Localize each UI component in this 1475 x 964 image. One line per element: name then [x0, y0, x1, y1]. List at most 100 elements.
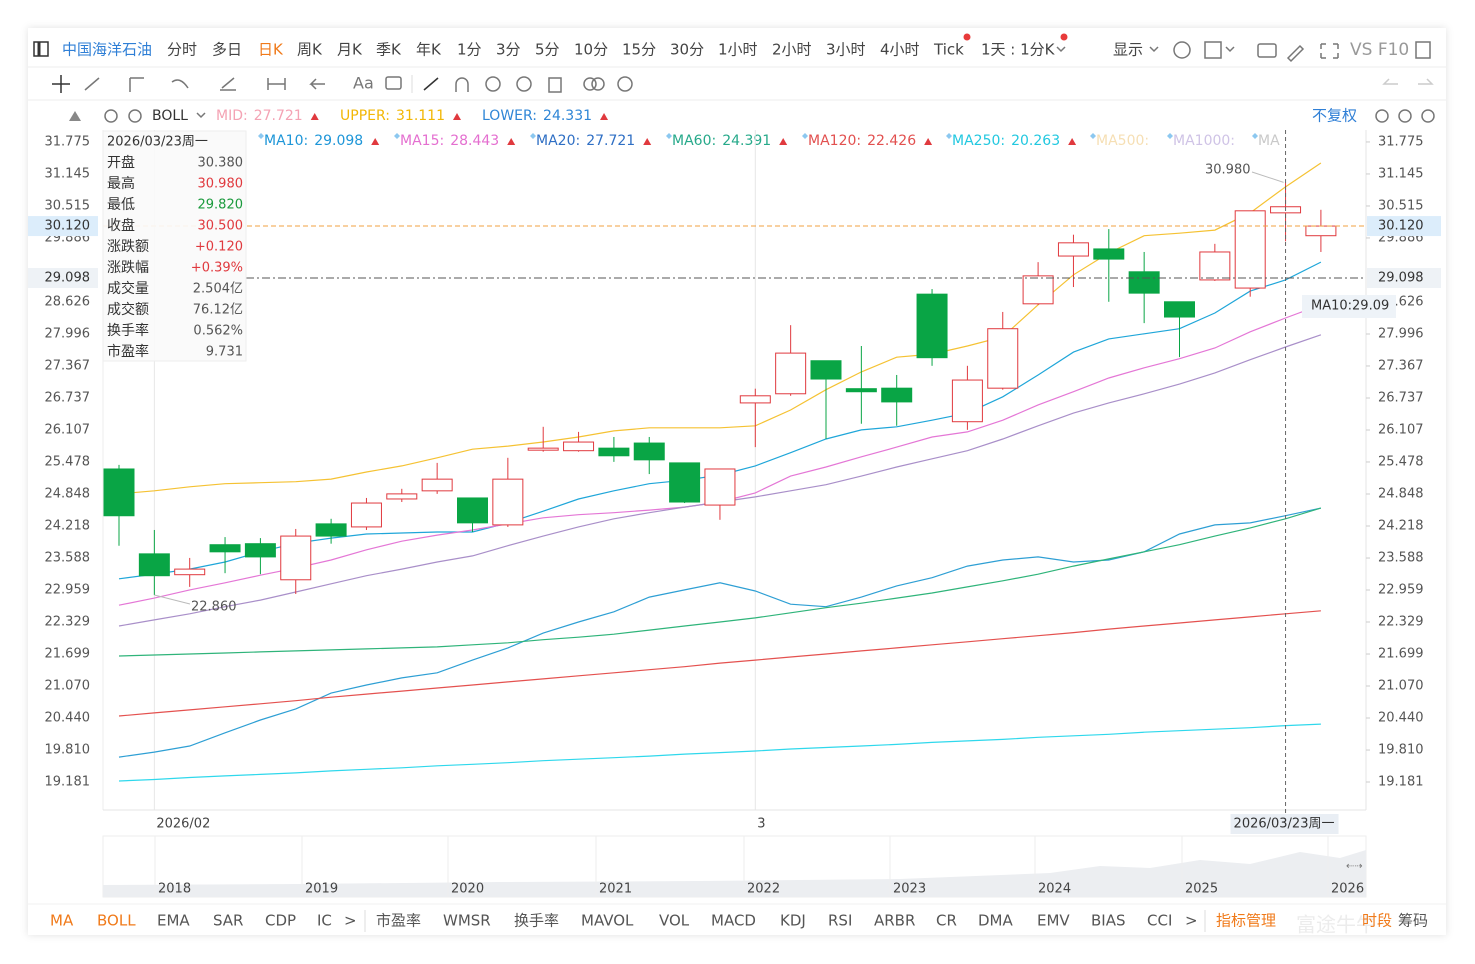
period-tab[interactable]: 1小时	[718, 41, 758, 59]
reset-icon[interactable]	[1375, 109, 1389, 123]
period-tab[interactable]: 年K	[416, 41, 442, 59]
period-tab[interactable]: 中国海洋石油	[62, 41, 152, 59]
period-tab[interactable]: 3小时	[826, 41, 866, 59]
indicator-tab[interactable]: MA	[50, 912, 74, 930]
sidebar-icon[interactable]	[1415, 41, 1431, 59]
navigator-year: 2026	[1331, 882, 1364, 897]
period-tab[interactable]: 月K	[337, 41, 363, 59]
indicator-settings[interactable]	[104, 109, 118, 123]
period-tab[interactable]: Tick	[933, 41, 964, 59]
ma-value: 27.721	[586, 133, 635, 149]
y-tick-label: 22.329	[1378, 615, 1424, 630]
session-tab[interactable]: 时段	[1362, 912, 1392, 930]
ma-value: 20.263	[1011, 133, 1060, 149]
watermark: 富途牛牛	[1296, 913, 1376, 937]
channel-icon[interactable]	[129, 77, 144, 92]
indicator-tab[interactable]: VOL	[659, 912, 690, 930]
period-tab[interactable]: 周K	[297, 41, 323, 59]
indicator-tab[interactable]: BOLL	[97, 912, 136, 930]
tabs-scroll[interactable]: >	[1185, 912, 1198, 930]
chips-tab[interactable]: 筹码	[1398, 912, 1428, 930]
navigator-handle[interactable]: ⇠⇢	[1346, 861, 1363, 872]
trend-icon	[643, 138, 652, 145]
layout-icon[interactable]	[1204, 41, 1222, 59]
indicator-tab[interactable]: CDP	[265, 912, 296, 930]
panel-icon[interactable]	[33, 41, 49, 57]
redo-icon[interactable]	[1418, 78, 1434, 85]
indicator-tab[interactable]: DMA	[978, 912, 1013, 930]
indicator-tab[interactable]: ARBR	[874, 912, 915, 930]
period-tab[interactable]: 1天 : 1分K	[981, 41, 1056, 59]
period-tab[interactable]: 日K	[258, 41, 284, 59]
indicator-tab[interactable]: 换手率	[514, 912, 559, 930]
zoom-out-icon[interactable]	[1398, 109, 1412, 123]
tabs-scroll[interactable]: >	[344, 912, 357, 930]
pen-icon[interactable]	[423, 77, 439, 91]
candle-body	[350, 502, 382, 528]
indicator-tab[interactable]: CCI	[1147, 912, 1172, 930]
arrow-icon[interactable]	[309, 78, 325, 90]
indicator-tab[interactable]: WMSR	[443, 912, 491, 930]
settings-icon[interactable]	[1173, 41, 1191, 59]
indicator-tab[interactable]: 市盈率	[376, 912, 421, 930]
ma-value: 22.426	[867, 133, 916, 149]
range-icon[interactable]	[267, 78, 286, 90]
period-tab[interactable]: 30分	[670, 41, 704, 59]
y-tick-label: 22.959	[1378, 582, 1424, 597]
navigator-year: 2024	[1038, 882, 1071, 897]
wave-icon[interactable]	[171, 79, 189, 89]
note-icon[interactable]	[385, 76, 402, 90]
candle-body	[1234, 210, 1266, 289]
indicator-tab[interactable]: KDJ	[780, 912, 806, 930]
hide-icon[interactable]	[516, 76, 532, 92]
period-tab[interactable]: 分时	[167, 41, 197, 59]
compare-button[interactable]: VS F10	[1350, 40, 1409, 60]
delete-icon[interactable]	[548, 77, 562, 93]
period-tab[interactable]: 1分	[457, 41, 482, 59]
indicator-tab[interactable]: IC	[317, 912, 332, 930]
ma-label: MA120:	[808, 133, 861, 149]
info-value: +0.120	[195, 240, 243, 255]
tool-settings-icon[interactable]	[617, 76, 633, 92]
sync-icon[interactable]	[485, 76, 501, 92]
period-tab[interactable]: 多日	[212, 41, 242, 59]
period-tab[interactable]: 季K	[376, 41, 402, 59]
magnet-icon[interactable]	[455, 77, 469, 92]
period-tab[interactable]: 5分	[535, 41, 560, 59]
period-tab[interactable]: 2小时	[772, 41, 812, 59]
fullscreen-icon[interactable]	[1320, 43, 1339, 59]
indicator-tab[interactable]: SAR	[213, 912, 243, 930]
collapse-icon[interactable]	[69, 111, 81, 121]
indicator-manage[interactable]: 指标管理	[1216, 912, 1276, 930]
indicator-name[interactable]: BOLL	[152, 108, 188, 124]
period-tab[interactable]: 15分	[622, 41, 656, 59]
x-tick-label: 2026/02	[156, 817, 210, 832]
period-tab[interactable]: 4小时	[880, 41, 920, 59]
fib-icon[interactable]	[220, 77, 236, 91]
display-menu[interactable]: 显示	[1113, 41, 1143, 59]
y-tick-label: 23.588	[45, 551, 91, 566]
indicator-tab[interactable]: MAVOL	[581, 912, 634, 930]
indicator-close[interactable]	[128, 109, 142, 123]
y-tick-label: 22.959	[45, 582, 91, 597]
link-icon[interactable]	[583, 77, 597, 91]
draw-icon[interactable]	[1286, 44, 1305, 63]
chevron	[1225, 46, 1235, 53]
indicator-tab[interactable]: EMA	[157, 912, 190, 930]
indicator-tab[interactable]: MACD	[711, 912, 756, 930]
undo-icon[interactable]	[1382, 78, 1398, 85]
indicator-tab[interactable]: CR	[936, 912, 957, 930]
indicator-tab[interactable]: EMV	[1037, 912, 1070, 930]
adjust-button[interactable]: 不复权	[1312, 107, 1357, 125]
period-tab[interactable]: 3分	[496, 41, 521, 59]
candle-body	[810, 360, 842, 380]
zoom-in-icon[interactable]	[1421, 109, 1435, 123]
candle-body	[669, 462, 701, 503]
indicator-tab[interactable]: RSI	[828, 912, 852, 930]
indicator-tab[interactable]: BIAS	[1091, 912, 1126, 930]
move-icon[interactable]	[52, 75, 70, 93]
period-tab[interactable]: 10分	[574, 41, 608, 59]
text-tool[interactable]: Aa	[353, 74, 374, 93]
line-icon[interactable]	[84, 77, 100, 91]
camera-icon[interactable]	[1257, 43, 1277, 58]
